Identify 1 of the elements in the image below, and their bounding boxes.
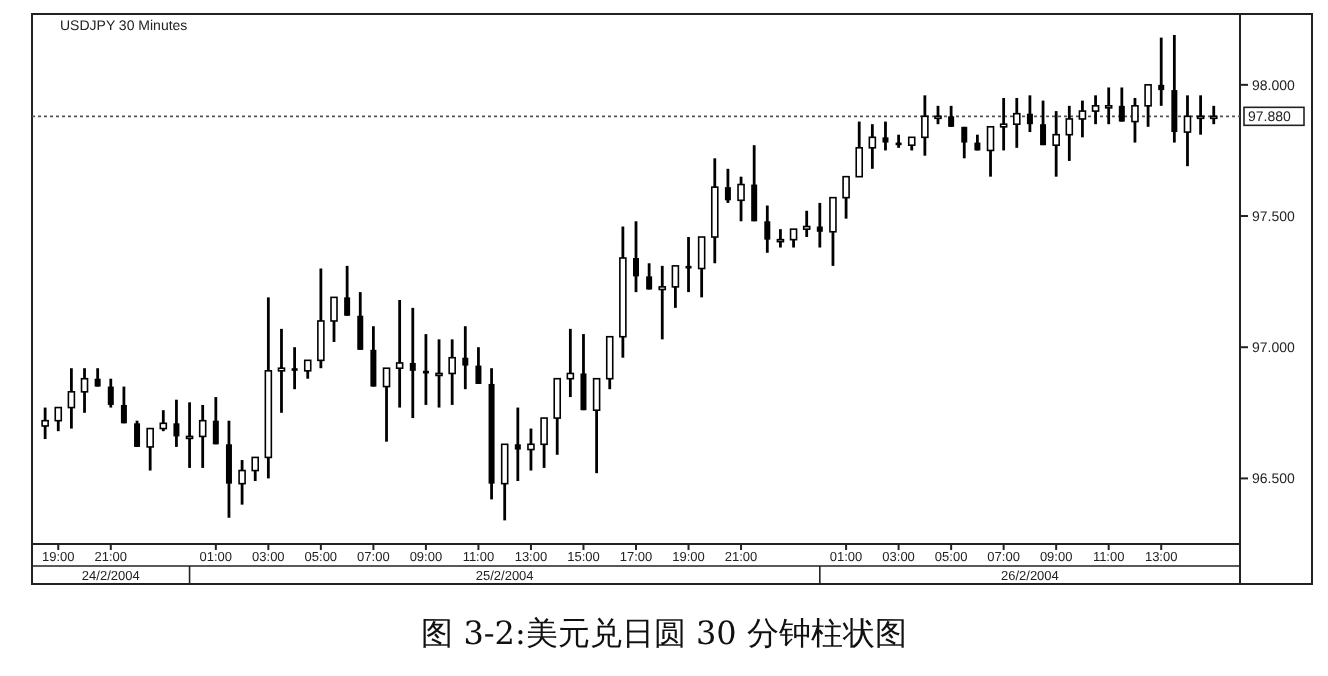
caption: 图 3-2:美元兑日圆 30 分钟柱状图 xyxy=(421,614,907,652)
